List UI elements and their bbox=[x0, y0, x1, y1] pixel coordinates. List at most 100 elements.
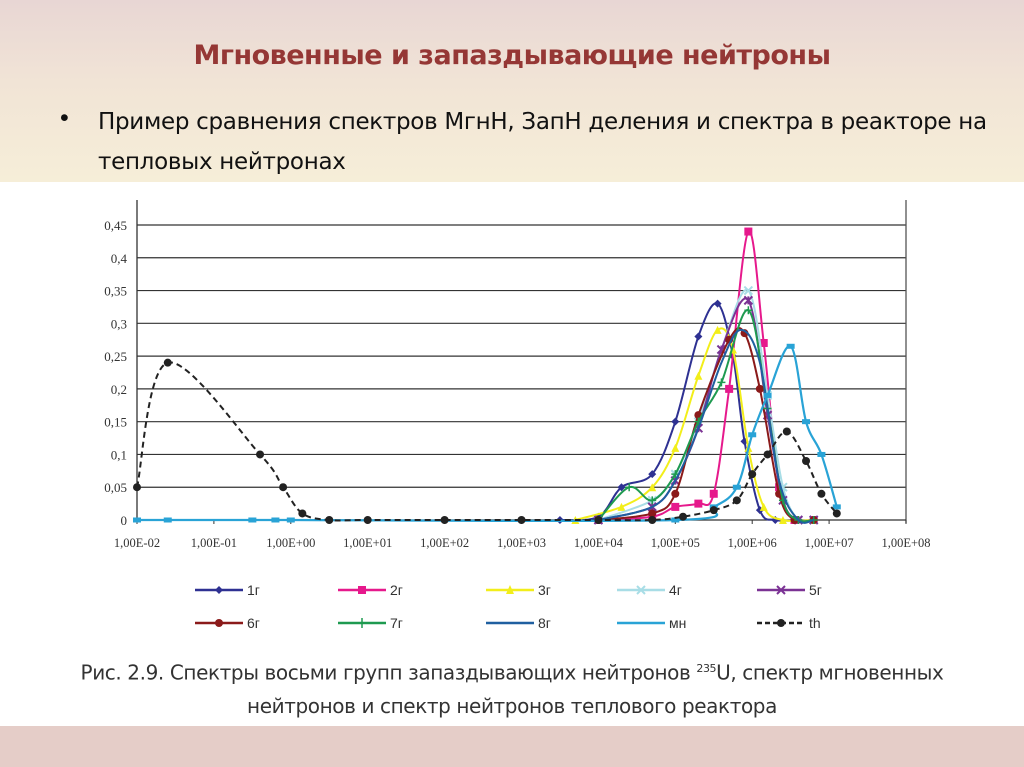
caption-text-1: Рис. 2.9. Спектры восьми групп запаздыва… bbox=[80, 660, 697, 685]
data-point bbox=[694, 332, 703, 341]
y-tick-label: 0,1 bbox=[111, 447, 127, 462]
bullet-text: Пример сравнения спектров МгнН, ЗапН дел… bbox=[98, 109, 987, 175]
spectra-chart: 0 0,05 0,1 0,15 0,2 0,25 0,3 0,35 0,4 0,45 1,00E-0… bbox=[104, 200, 931, 550]
legend-label: 6г bbox=[247, 615, 260, 631]
figure-caption: Рис. 2.9. Спектры восьми групп запаздыва… bbox=[0, 652, 1024, 723]
data-point bbox=[694, 371, 703, 380]
data-point bbox=[671, 417, 680, 426]
legend-item: 6г bbox=[195, 613, 260, 633]
data-point bbox=[744, 306, 753, 315]
y-tick-label: 0,05 bbox=[104, 480, 127, 495]
data-point bbox=[133, 517, 141, 523]
legend-label: 4г bbox=[669, 582, 682, 598]
legend-swatch-icon bbox=[757, 619, 805, 627]
data-point bbox=[802, 419, 811, 425]
x-tick-label: 1,00E+02 bbox=[420, 536, 469, 550]
legend-item: 3г bbox=[486, 580, 551, 600]
data-point bbox=[594, 516, 603, 524]
legend-swatch-icon bbox=[757, 585, 805, 595]
data-point bbox=[759, 502, 768, 511]
x-tick-label: 1,00E+07 bbox=[805, 536, 854, 550]
data-point bbox=[832, 504, 841, 510]
legend-swatch-icon bbox=[617, 585, 665, 595]
data-point bbox=[763, 392, 772, 398]
legend-swatch-icon bbox=[486, 621, 534, 625]
data-point bbox=[648, 483, 657, 492]
x-tick-label: 1,00E+04 bbox=[574, 536, 624, 550]
y-tick-label: 0,35 bbox=[104, 284, 127, 299]
data-point bbox=[732, 496, 741, 505]
y-tick-label: 0 bbox=[121, 513, 128, 528]
data-point bbox=[286, 517, 295, 523]
x-tick-label: 1,00E+01 bbox=[343, 536, 392, 550]
data-point bbox=[786, 343, 795, 349]
data-point bbox=[709, 506, 718, 515]
data-point bbox=[716, 344, 727, 355]
x-tick-label: 1,00E+05 bbox=[651, 536, 700, 550]
data-point bbox=[713, 299, 722, 308]
data-point bbox=[759, 339, 768, 347]
y-tick-label: 0,3 bbox=[111, 316, 127, 331]
legend-swatch-icon bbox=[486, 585, 534, 594]
data-point bbox=[248, 517, 257, 523]
data-point bbox=[256, 450, 265, 459]
caption-text-3: нейтронов и спектр нейтронов теплового р… bbox=[247, 693, 777, 718]
y-tick-label: 0,2 bbox=[111, 382, 127, 397]
data-point bbox=[133, 483, 141, 492]
data-point bbox=[755, 384, 764, 393]
data-point bbox=[671, 502, 680, 511]
slide-title: Мгновенные и запаздывающие нейтроны bbox=[193, 40, 831, 71]
data-point bbox=[743, 285, 754, 296]
data-point bbox=[271, 517, 280, 523]
data-point bbox=[832, 509, 841, 518]
data-point bbox=[709, 489, 718, 498]
legend-label: мн bbox=[669, 615, 687, 631]
legend-item: 4г bbox=[617, 580, 682, 600]
legend-swatch-icon bbox=[338, 586, 386, 594]
x-tick-label: 1,00E+03 bbox=[497, 536, 546, 550]
data-point bbox=[648, 516, 657, 524]
data-point bbox=[325, 516, 334, 524]
data-point bbox=[678, 512, 687, 521]
legend-item: 5г bbox=[757, 580, 822, 600]
legend-item: 2г bbox=[338, 580, 403, 600]
y-tick-label: 0,25 bbox=[104, 349, 127, 364]
data-point bbox=[694, 499, 703, 508]
y-tick-label: 0,4 bbox=[111, 251, 128, 266]
data-point bbox=[763, 450, 772, 459]
legend-swatch-icon bbox=[195, 619, 243, 627]
series-line-8г bbox=[598, 328, 814, 524]
legend-item: th bbox=[757, 613, 821, 633]
header-band bbox=[0, 0, 1024, 182]
data-point bbox=[279, 483, 288, 492]
data-point bbox=[363, 516, 372, 524]
data-point bbox=[648, 509, 657, 518]
data-point bbox=[713, 325, 722, 334]
legend-swatch-icon bbox=[617, 621, 665, 625]
legend-item: 7г bbox=[338, 613, 403, 633]
data-point bbox=[648, 496, 657, 505]
data-point bbox=[732, 484, 741, 490]
legend-item: 8г bbox=[486, 613, 551, 633]
legend-label: 5г bbox=[809, 582, 822, 598]
data-point bbox=[778, 516, 787, 524]
legend-label: th bbox=[809, 615, 821, 631]
data-point bbox=[748, 432, 757, 438]
data-point bbox=[440, 516, 449, 524]
legend-label: 2г bbox=[390, 582, 403, 598]
legend-item: мн bbox=[617, 613, 686, 633]
data-point bbox=[802, 457, 811, 465]
data-point bbox=[298, 509, 307, 518]
legend-item: 1г bbox=[195, 580, 260, 600]
data-point bbox=[625, 483, 634, 492]
data-point bbox=[617, 483, 626, 492]
x-tick-label: 1,00E-01 bbox=[191, 536, 237, 550]
data-point bbox=[517, 516, 526, 524]
data-point bbox=[744, 227, 753, 236]
legend-label: 8г bbox=[538, 615, 551, 631]
y-tick-label: 0,15 bbox=[104, 415, 127, 430]
data-point bbox=[748, 470, 757, 479]
data-point bbox=[617, 502, 626, 511]
data-point bbox=[817, 489, 826, 498]
data-point bbox=[671, 517, 680, 523]
